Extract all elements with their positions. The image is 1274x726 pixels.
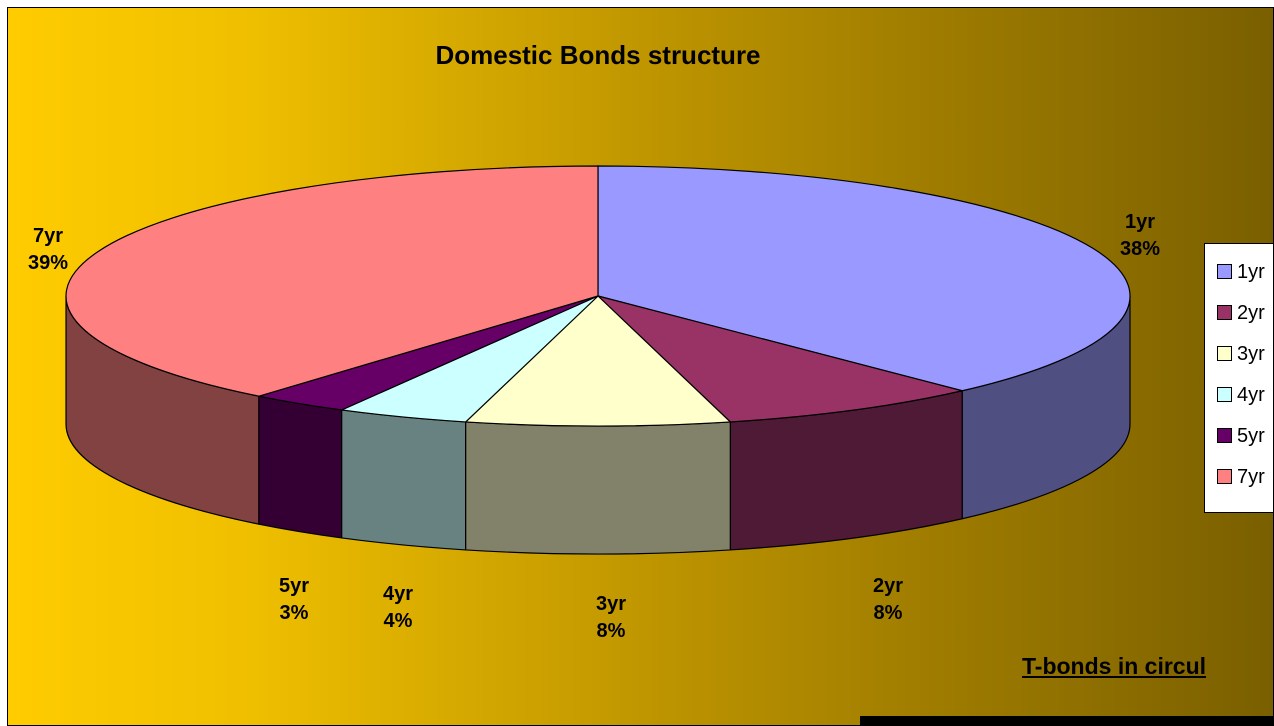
pie-slice-7yr [65,165,599,397]
data-label-name: 3yr [595,593,627,615]
data-label-name: 7yr [32,225,64,247]
data-label-3yr: 3yr 8% [571,591,651,645]
data-label-name: 1yr [1124,211,1156,233]
t-bonds-heading: T-bonds in circul [1022,653,1207,679]
legend-swatch [1217,305,1232,320]
data-label-value: 4% [383,610,413,632]
legend-label: 2yr [1237,302,1265,324]
data-label-name: 4yr [382,583,414,605]
data-label-value: 8% [873,602,903,624]
pie-side-4yr [341,409,467,551]
legend-item-7yr: 7yr [1217,465,1265,489]
legend-swatch [1217,346,1232,361]
chart-area: Domestic Bonds structure 1yr 38% 2yr 8% 3yr 8… [7,7,1274,726]
data-label-value: 8% [596,620,626,642]
legend-label: 7yr [1237,466,1265,488]
legend-label: 4yr [1237,384,1265,406]
legend-swatch [1217,264,1232,279]
data-label-2yr: 2yr 8% [848,573,928,627]
table-header-strip [860,716,1273,725]
pie-chart [65,165,1131,555]
legend-item-2yr: 2yr [1217,301,1265,325]
legend-label: 1yr [1237,261,1265,283]
data-label-4yr: 4yr 4% [358,581,438,635]
legend-item-4yr: 4yr [1217,383,1265,407]
data-label-1yr: 1yr 38% [1100,209,1180,263]
data-label-value: 3% [279,602,309,624]
legend-label: 3yr [1237,343,1265,365]
legend-item-3yr: 3yr [1217,342,1265,366]
legend-item-1yr: 1yr [1217,260,1265,284]
pie-slice-1yr [597,165,1131,392]
pie-slice-3yr [464,295,732,427]
data-label-name: 2yr [872,575,904,597]
legend: 1yr 2yr 3yr 4yr 5yr 7yr [1204,243,1273,513]
pie-slice-2yr [595,294,963,423]
legend-swatch [1217,469,1232,484]
legend-swatch [1217,428,1232,443]
legend-swatch [1217,387,1232,402]
data-label-7yr: 7yr 39% [8,223,88,277]
data-label-value: 39% [27,252,69,274]
pie-side-5yr [258,395,343,539]
legend-item-5yr: 5yr [1217,424,1265,448]
data-label-name: 5yr [278,575,310,597]
chart-title: Domestic Bonds structure [435,40,761,70]
data-label-value: 38% [1119,238,1161,260]
legend-label: 5yr [1237,425,1265,447]
pie-side-3yr [465,421,731,555]
data-label-5yr: 5yr 3% [254,573,334,627]
